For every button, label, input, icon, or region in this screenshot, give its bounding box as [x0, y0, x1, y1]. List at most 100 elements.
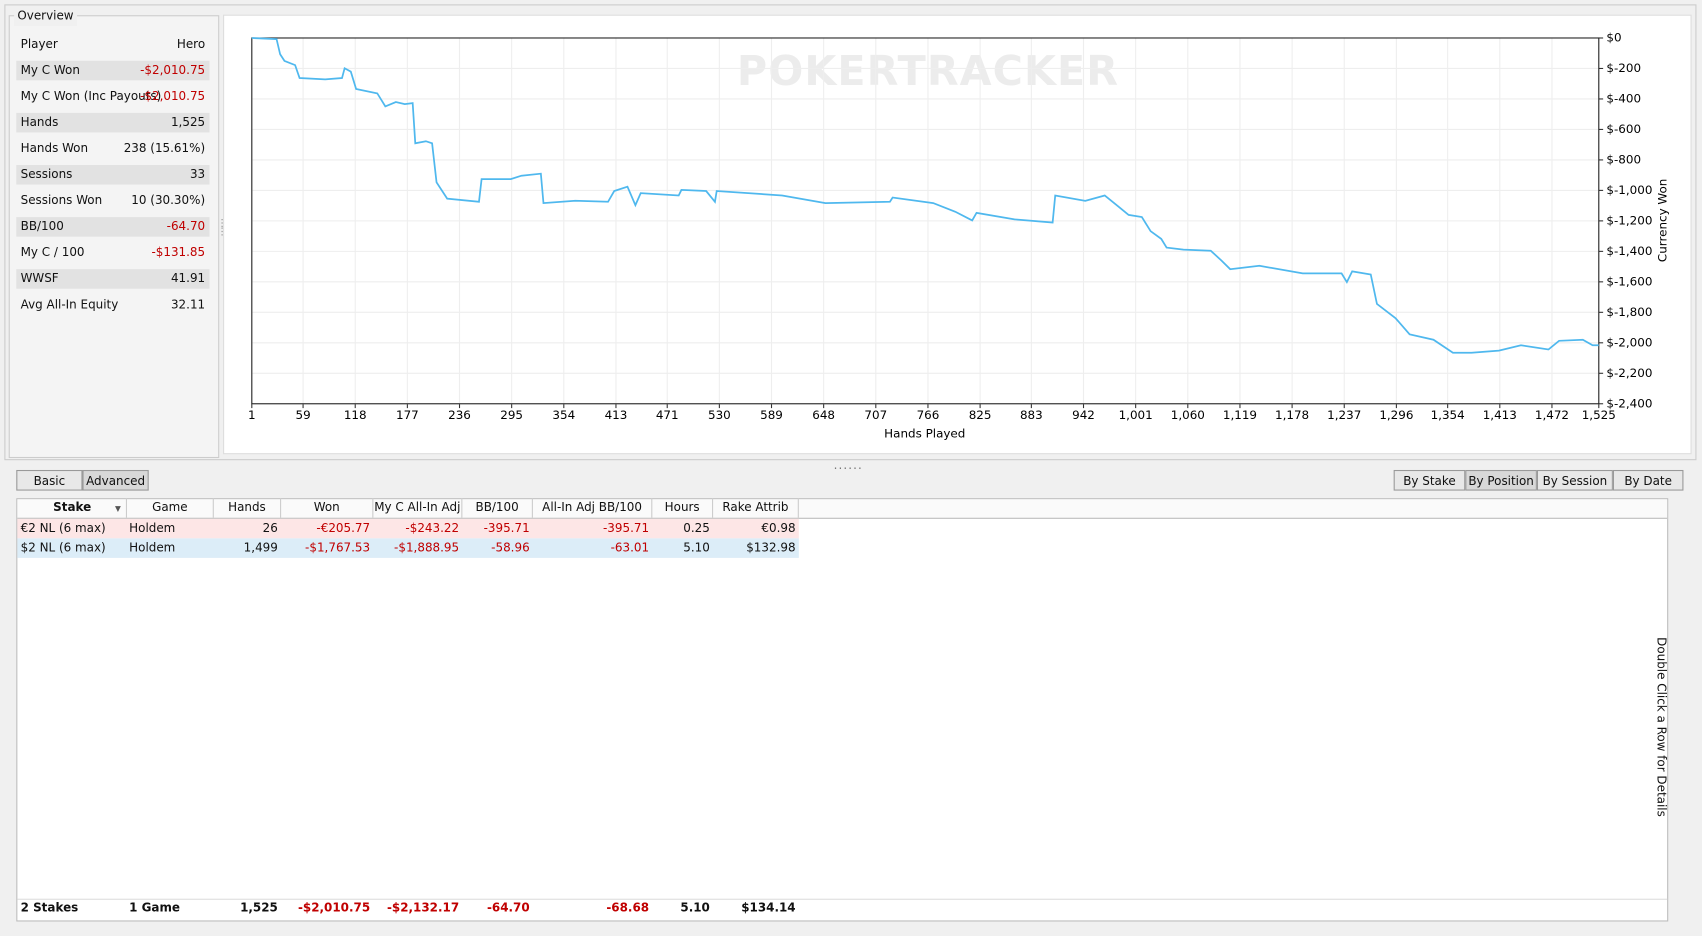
footer-cell: -64.70 — [486, 900, 530, 915]
x-tick-label: 707 — [864, 408, 887, 422]
footer-cell: 2 Stakes — [20, 900, 79, 915]
y-tick-label: $-1,400 — [1606, 244, 1652, 258]
y-tick-label: $-1,600 — [1606, 274, 1652, 288]
column-header[interactable]: Game — [127, 498, 214, 518]
x-tick-label: 471 — [656, 408, 679, 422]
x-tick-label: 1,296 — [1379, 408, 1413, 422]
table-cell: -395.71 — [602, 520, 650, 536]
y-tick-label: $0 — [1606, 30, 1621, 44]
table-cell: -63.01 — [610, 540, 650, 555]
overview-label: Sessions — [20, 167, 73, 182]
x-tick-label: 236 — [448, 408, 471, 422]
x-tick-label: 59 — [295, 408, 310, 422]
column-header[interactable]: All-In Adj BB/100 — [533, 498, 653, 518]
y-tick-label: $-800 — [1606, 152, 1641, 166]
x-tick-label: 1,119 — [1223, 408, 1257, 422]
table-row[interactable] — [17, 518, 799, 539]
footer-cell: 1,525 — [240, 900, 278, 915]
group-button[interactable]: By Stake — [1393, 469, 1466, 491]
top-pane — [4, 4, 1697, 461]
overview-title: Overview — [14, 6, 77, 27]
x-tick-label: 354 — [552, 408, 575, 422]
x-tick-label: 825 — [969, 408, 992, 422]
table-row[interactable] — [17, 538, 799, 558]
sort-arrow: ▼ — [115, 504, 121, 514]
overview-value: 41.91 — [170, 271, 206, 286]
x-tick-label: 413 — [605, 408, 628, 422]
hint-text: Double Click a Row for Details — [1654, 637, 1669, 817]
footer-cell: -$2,010.75 — [297, 900, 371, 915]
table-cell: 1,499 — [243, 540, 278, 555]
x-tick-label: 530 — [708, 408, 731, 422]
overview-value: 238 (15.61%) — [123, 141, 206, 156]
footer-cell: 5.10 — [680, 900, 710, 915]
table-cell: Holdem — [129, 520, 176, 536]
overview-label: Player — [20, 36, 58, 52]
splitter-handle[interactable]: ...... — [833, 458, 863, 473]
column-header[interactable]: Hours — [652, 498, 714, 518]
x-tick-label: 1,001 — [1119, 408, 1153, 422]
overview-row-bg — [16, 269, 210, 289]
x-tick-label: 1,354 — [1431, 408, 1465, 422]
group-button[interactable]: By Date — [1612, 469, 1684, 491]
view-button[interactable]: Advanced — [82, 469, 149, 491]
table-cell: -$1,888.95 — [394, 540, 460, 555]
overview-value: 10 (30.30%) — [131, 193, 206, 208]
view-button[interactable]: Basic — [16, 469, 83, 491]
overview-label: BB/100 — [20, 219, 64, 234]
table-cell: $2 NL (6 max) — [20, 540, 106, 555]
table-cell: -$243.22 — [405, 520, 460, 536]
column-header[interactable]: My C All-In Adj — [373, 498, 463, 518]
overview-label: My C Won — [20, 62, 80, 78]
y-tick-label: $-400 — [1606, 91, 1641, 105]
x-tick-label: 1,060 — [1171, 408, 1205, 422]
column-header[interactable]: Stake — [18, 498, 127, 518]
x-tick-label: 648 — [812, 408, 835, 422]
column-header[interactable]: Hands — [214, 498, 282, 518]
overview-label: Avg All-In Equity — [20, 297, 119, 312]
overview-label: My C Won (Inc Payouts) — [20, 89, 162, 104]
footer-cell: -$2,132.17 — [386, 900, 460, 915]
table-cell: -€205.77 — [316, 520, 371, 536]
overview-value: Hero — [176, 36, 206, 52]
overview-value: 33 — [189, 167, 206, 182]
x-tick-label: 883 — [1020, 408, 1043, 422]
table-cell: Holdem — [129, 540, 176, 555]
x-tick-label: 1,472 — [1535, 408, 1569, 422]
table-cell: -58.96 — [491, 540, 530, 555]
column-header[interactable]: Rake Attrib — [713, 498, 799, 518]
footer-row — [17, 898, 1668, 920]
y-axis-label: Currency Won — [1655, 179, 1669, 262]
table-cell: 5.10 — [683, 540, 710, 555]
y-tick-label: $-200 — [1606, 61, 1641, 75]
overview-value: -$131.85 — [151, 245, 206, 260]
y-tick-label: $-1,800 — [1606, 305, 1652, 319]
overview-label: My C / 100 — [20, 245, 85, 260]
y-tick-label: $-600 — [1606, 122, 1641, 136]
footer-cell: -68.68 — [606, 900, 650, 915]
overview-row-bg — [16, 164, 210, 185]
table-cell: $132.98 — [746, 540, 796, 555]
table-cell: -395.71 — [483, 520, 530, 536]
table-cell: 26 — [262, 520, 278, 536]
group-button[interactable]: By Session — [1536, 469, 1613, 491]
chart-panel — [223, 14, 1692, 455]
column-header[interactable]: BB/100 — [462, 498, 533, 518]
x-tick-label: 589 — [760, 408, 783, 422]
overview-value: -$2,010.75 — [140, 62, 206, 78]
overview-value: -64.70 — [166, 219, 206, 234]
stats-table: Stake Game Hands Won My C All-In Adj BB/100 Al… — [16, 498, 1669, 922]
y-tick-label: $-2,200 — [1606, 366, 1652, 380]
y-tick-label: $-2,000 — [1606, 335, 1652, 349]
x-tick-label: 1,178 — [1275, 408, 1309, 422]
x-tick-label: 118 — [344, 408, 367, 422]
y-tick-label: $-2,400 — [1606, 396, 1652, 410]
x-tick-label: 177 — [396, 408, 419, 422]
group-button[interactable]: By Position — [1465, 469, 1537, 491]
column-header[interactable]: Won — [281, 498, 374, 518]
overview-row-bg — [16, 60, 210, 81]
overview-label: Hands — [20, 115, 59, 130]
header-row — [17, 499, 1668, 519]
